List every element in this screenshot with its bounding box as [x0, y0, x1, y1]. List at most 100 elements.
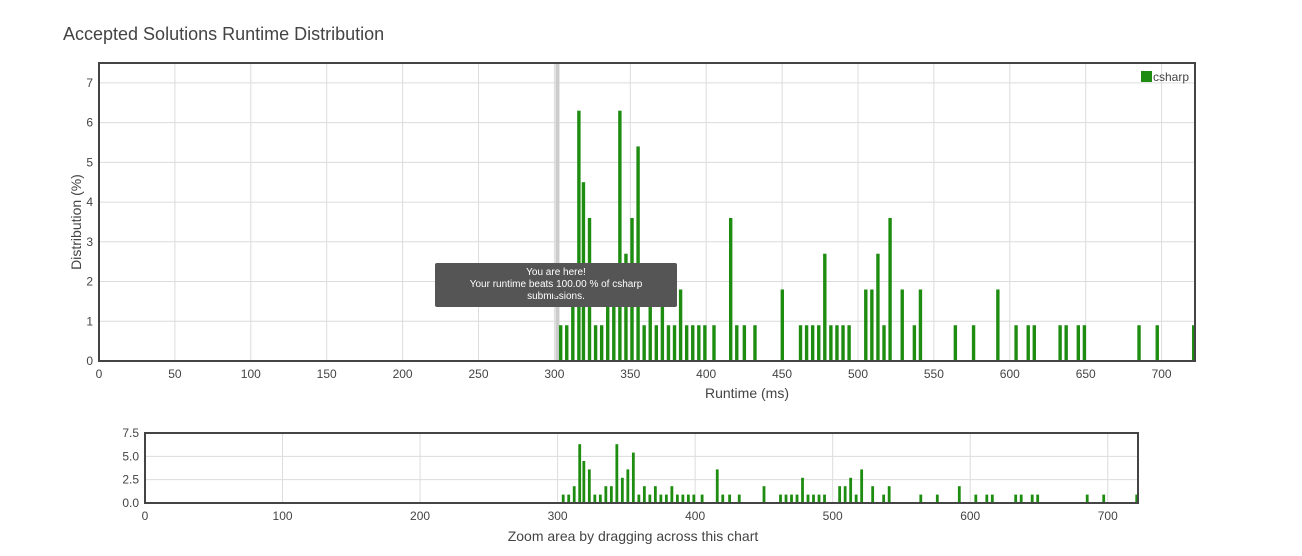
bar[interactable]: [900, 289, 904, 361]
bar[interactable]: [918, 289, 923, 361]
nav-bar[interactable]: [598, 494, 602, 503]
bar[interactable]: [703, 325, 707, 361]
nav-bar[interactable]: [823, 494, 826, 503]
nav-bar[interactable]: [737, 494, 741, 503]
nav-bar[interactable]: [812, 494, 815, 503]
nav-bar[interactable]: [795, 494, 799, 503]
bar[interactable]: [618, 110, 622, 362]
nav-bar[interactable]: [849, 477, 853, 503]
bar[interactable]: [888, 217, 892, 361]
nav-bar[interactable]: [659, 494, 663, 503]
nav-bar[interactable]: [686, 494, 690, 503]
nav-bar[interactable]: [664, 494, 668, 503]
bar[interactable]: [742, 325, 747, 361]
nav-bar[interactable]: [779, 494, 782, 503]
bar[interactable]: [593, 325, 598, 361]
nav-bar[interactable]: [1019, 494, 1023, 503]
nav-bar[interactable]: [860, 469, 864, 503]
bar[interactable]: [558, 325, 563, 361]
nav-bar[interactable]: [653, 486, 657, 503]
bar[interactable]: [870, 289, 874, 361]
nav-bar[interactable]: [790, 494, 793, 503]
bar[interactable]: [697, 325, 701, 361]
bar[interactable]: [1032, 325, 1036, 361]
nav-bar[interactable]: [642, 486, 646, 503]
bar[interactable]: [654, 325, 659, 361]
nav-bar[interactable]: [762, 486, 766, 503]
bar[interactable]: [1076, 325, 1081, 361]
bar[interactable]: [642, 325, 646, 361]
bar[interactable]: [624, 253, 628, 361]
bar[interactable]: [728, 217, 733, 361]
bar[interactable]: [753, 325, 757, 361]
bar[interactable]: [817, 325, 821, 361]
nav-bar[interactable]: [626, 469, 630, 503]
nav-bar[interactable]: [637, 494, 641, 503]
nav-bar[interactable]: [700, 494, 704, 503]
bar[interactable]: [606, 289, 610, 361]
bar[interactable]: [1026, 325, 1030, 361]
bar[interactable]: [1058, 325, 1062, 361]
bar[interactable]: [612, 289, 616, 361]
bar[interactable]: [678, 289, 683, 361]
nav-bar[interactable]: [728, 494, 732, 503]
nav-bar[interactable]: [615, 444, 619, 503]
bar[interactable]: [1082, 325, 1087, 361]
nav-bar[interactable]: [587, 469, 591, 503]
nav-bar[interactable]: [572, 486, 576, 503]
nav-bar[interactable]: [843, 486, 847, 503]
bar[interactable]: [672, 325, 677, 361]
bar[interactable]: [798, 325, 803, 361]
bar[interactable]: [1064, 325, 1068, 361]
nav-bar[interactable]: [604, 486, 608, 503]
nav-bar[interactable]: [582, 461, 586, 503]
bar[interactable]: [1137, 325, 1141, 361]
bar[interactable]: [953, 325, 958, 361]
nav-bar[interactable]: [784, 494, 788, 503]
nav-bar[interactable]: [675, 494, 679, 503]
bar[interactable]: [810, 325, 815, 361]
nav-bar[interactable]: [882, 494, 886, 503]
bar[interactable]: [712, 325, 716, 361]
nav-bar[interactable]: [974, 494, 978, 503]
bar[interactable]: [829, 325, 833, 361]
bar[interactable]: [636, 146, 640, 361]
bar[interactable]: [841, 325, 845, 361]
nav-bar[interactable]: [887, 486, 891, 503]
bar[interactable]: [882, 325, 886, 361]
bar[interactable]: [847, 325, 851, 361]
navigator-frame[interactable]: [144, 432, 1139, 504]
bar[interactable]: [660, 289, 665, 361]
bar[interactable]: [823, 253, 827, 361]
nav-bar[interactable]: [648, 494, 652, 503]
nav-bar[interactable]: [692, 494, 696, 503]
nav-bar[interactable]: [1102, 494, 1106, 503]
bar[interactable]: [835, 325, 839, 361]
nav-bar[interactable]: [990, 494, 994, 503]
bar[interactable]: [691, 325, 695, 361]
nav-bar[interactable]: [567, 494, 571, 503]
nav-bar[interactable]: [1085, 494, 1089, 503]
nav-bar[interactable]: [1036, 494, 1040, 503]
nav-bar[interactable]: [919, 494, 923, 503]
nav-bar[interactable]: [854, 494, 858, 503]
bar[interactable]: [666, 325, 671, 361]
navigator-bars[interactable]: [561, 444, 1139, 503]
bar[interactable]: [971, 325, 976, 361]
nav-bar[interactable]: [801, 477, 804, 503]
nav-bar[interactable]: [817, 494, 821, 503]
nav-bar[interactable]: [578, 444, 582, 503]
bar[interactable]: [565, 325, 569, 361]
bar[interactable]: [648, 289, 652, 361]
nav-bar[interactable]: [631, 452, 635, 503]
nav-bar[interactable]: [1014, 494, 1018, 503]
nav-bar[interactable]: [715, 469, 719, 503]
nav-bar[interactable]: [593, 494, 597, 503]
nav-bar[interactable]: [609, 486, 613, 503]
bar[interactable]: [599, 325, 604, 361]
bar[interactable]: [1155, 325, 1159, 361]
bar[interactable]: [1191, 325, 1196, 361]
nav-bar[interactable]: [721, 494, 725, 503]
bar[interactable]: [1014, 325, 1018, 361]
